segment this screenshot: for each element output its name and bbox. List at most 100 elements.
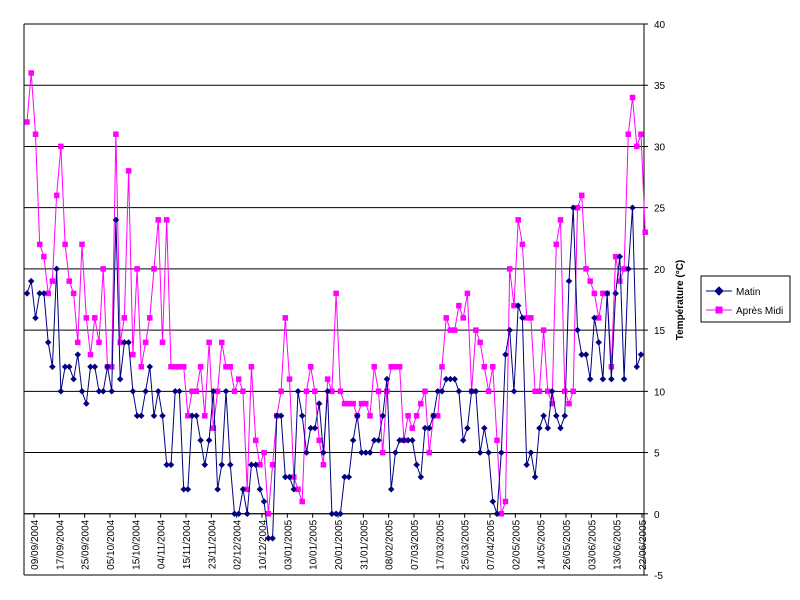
data-point-apr-s-midi [540, 327, 547, 333]
data-point-apr-s-midi [299, 498, 305, 505]
data-point-matin [40, 290, 48, 297]
data-point-apr-s-midi [557, 217, 564, 223]
data-point-apr-s-midi [286, 376, 293, 382]
x-tick-label: 31/01/2005 [359, 519, 370, 569]
data-point-apr-s-midi [426, 449, 433, 456]
x-tick-label: 10/12/2004 [258, 519, 269, 569]
data-point-matin [536, 424, 543, 432]
data-point-apr-s-midi [96, 339, 102, 346]
data-point-apr-s-midi [41, 253, 47, 260]
data-point-apr-s-midi [193, 388, 200, 395]
y-tick-label: 40 [654, 20, 666, 31]
data-point-matin [214, 485, 221, 493]
data-point-apr-s-midi [278, 388, 284, 395]
data-point-apr-s-midi [506, 266, 513, 272]
data-point-apr-s-midi [227, 364, 234, 370]
data-point-apr-s-midi [591, 290, 598, 297]
data-point-matin [298, 412, 306, 420]
x-tick-label: 03/01/2005 [283, 519, 294, 569]
legend-label-matin: Matin [736, 287, 760, 298]
data-point-matin [548, 387, 556, 395]
data-point-apr-s-midi [375, 388, 382, 395]
data-point-matin [527, 449, 535, 456]
data-point-matin [286, 473, 293, 481]
data-point-apr-s-midi [608, 364, 615, 370]
data-point-apr-s-midi [439, 364, 445, 370]
data-point-matin [23, 290, 31, 297]
data-point-matin [53, 265, 60, 273]
legend: Matin Après Midi [700, 275, 791, 323]
data-point-matin [32, 314, 39, 322]
series-layer [23, 70, 648, 542]
data-point-matin [252, 461, 260, 469]
data-point-matin [184, 485, 192, 493]
data-point-matin [137, 412, 145, 420]
data-point-matin [510, 387, 518, 395]
data-point-matin [552, 412, 560, 420]
data-point-apr-s-midi [248, 364, 255, 370]
data-point-apr-s-midi [24, 119, 30, 125]
x-axis: 09/09/2004 17/09/2004 25/09/2004 05/10/2004… [24, 513, 649, 576]
data-point-apr-s-midi [443, 315, 449, 321]
data-point-matin [104, 363, 111, 371]
data-point-matin [218, 461, 226, 469]
data-point-apr-s-midi [130, 351, 136, 358]
data-point-matin [167, 461, 175, 469]
data-point-apr-s-midi [163, 217, 170, 223]
data-point-matin [451, 375, 459, 383]
data-point-apr-s-midi [337, 388, 344, 395]
data-point-matin [464, 424, 471, 432]
data-point-apr-s-midi [70, 290, 77, 297]
x-tick-label: 25/03/2005 [461, 519, 472, 569]
data-point-matin [514, 302, 522, 309]
data-point-matin [574, 326, 581, 334]
data-point-apr-s-midi [142, 339, 149, 346]
data-point-matin [74, 351, 82, 358]
data-point-matin [57, 387, 65, 395]
data-point-matin [425, 424, 433, 432]
legend-box [700, 275, 791, 323]
data-point-apr-s-midi [312, 388, 318, 395]
series-apr-s-midi [24, 70, 648, 517]
legend-marker-matin [714, 286, 724, 296]
data-point-matin [159, 412, 166, 420]
data-point-matin [82, 400, 90, 407]
data-point-matin [197, 436, 204, 444]
data-point-matin [99, 387, 107, 395]
series-matin [23, 204, 645, 542]
data-point-apr-s-midi [151, 266, 157, 272]
data-point-apr-s-midi [485, 388, 492, 395]
data-point-matin [599, 375, 607, 383]
x-tick-label: 02/12/2004 [233, 519, 244, 569]
data-point-matin [193, 412, 200, 420]
data-point-matin [324, 387, 331, 395]
data-point-matin [226, 461, 234, 469]
legend-marker-apres-midi [715, 306, 723, 314]
data-point-matin [392, 449, 399, 456]
data-point-matin [430, 412, 437, 420]
data-point-apr-s-midi [159, 339, 166, 346]
data-point-apr-s-midi [53, 192, 60, 199]
data-point-apr-s-midi [92, 315, 98, 321]
data-point-matin [502, 351, 509, 358]
data-point-apr-s-midi [494, 437, 500, 444]
data-point-apr-s-midi [379, 449, 386, 456]
data-point-matin [78, 387, 86, 395]
data-point-apr-s-midi [100, 266, 106, 272]
data-point-apr-s-midi [477, 339, 483, 346]
data-point-apr-s-midi [36, 241, 43, 248]
data-point-apr-s-midi [528, 315, 534, 321]
data-point-matin [383, 375, 391, 383]
data-point-matin [379, 412, 387, 420]
data-point-matin [624, 265, 632, 273]
data-point-matin [112, 216, 120, 224]
data-point-apr-s-midi [363, 400, 369, 407]
y-tick-label: 35 [654, 81, 666, 92]
data-point-matin [27, 277, 35, 285]
data-point-matin [417, 473, 425, 481]
data-point-matin [493, 510, 501, 518]
data-point-apr-s-midi [269, 462, 276, 468]
y-axis-title: Température (°C) [675, 260, 686, 341]
data-point-matin [108, 387, 116, 395]
data-point-matin [561, 412, 569, 420]
